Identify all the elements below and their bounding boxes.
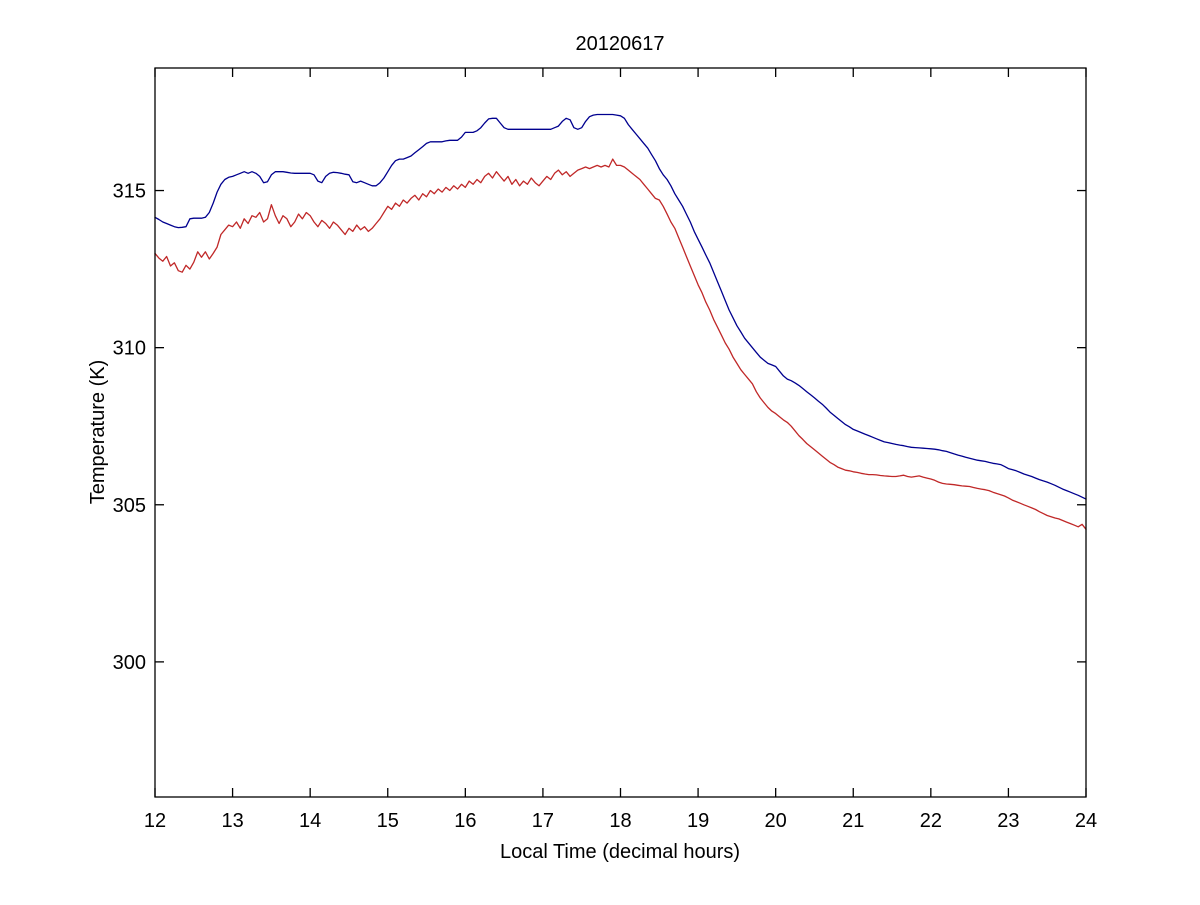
lower-temperature-trace	[154, 158, 1087, 530]
x-tick-label: 14	[299, 810, 321, 832]
y-tick-label: 300	[113, 652, 146, 674]
axis-tick-labels: 12 13 14 15 16 17 18 19 20 21 22 23 24 300 305 310 315	[113, 181, 1098, 832]
x-tick-label: 17	[532, 810, 554, 832]
x-tick-label: 12	[144, 810, 166, 832]
series-group	[154, 113, 1087, 530]
y-tick-label: 310	[113, 338, 146, 360]
plot-border	[154, 67, 1087, 798]
upper-temperature-trace	[154, 113, 1087, 500]
chart-title: 20120617	[576, 33, 665, 55]
y-axis-label: Temperature (K)	[87, 360, 109, 505]
y-tick-label: 315	[113, 181, 146, 203]
x-tick-label: 22	[920, 810, 942, 832]
y-tick-label: 305	[113, 495, 146, 517]
x-tick-label: 18	[609, 810, 631, 832]
x-tick-label: 16	[454, 810, 476, 832]
x-tick-label: 20	[765, 810, 787, 832]
x-tick-label: 15	[377, 810, 399, 832]
x-tick-label: 19	[687, 810, 709, 832]
x-tick-label: 13	[221, 810, 243, 832]
x-tick-label: 21	[842, 810, 864, 832]
axis-ticks	[154, 68, 1087, 797]
x-axis-label: Local Time (decimal hours)	[500, 841, 740, 863]
x-tick-label: 24	[1075, 810, 1097, 832]
x-tick-label: 23	[997, 810, 1019, 832]
